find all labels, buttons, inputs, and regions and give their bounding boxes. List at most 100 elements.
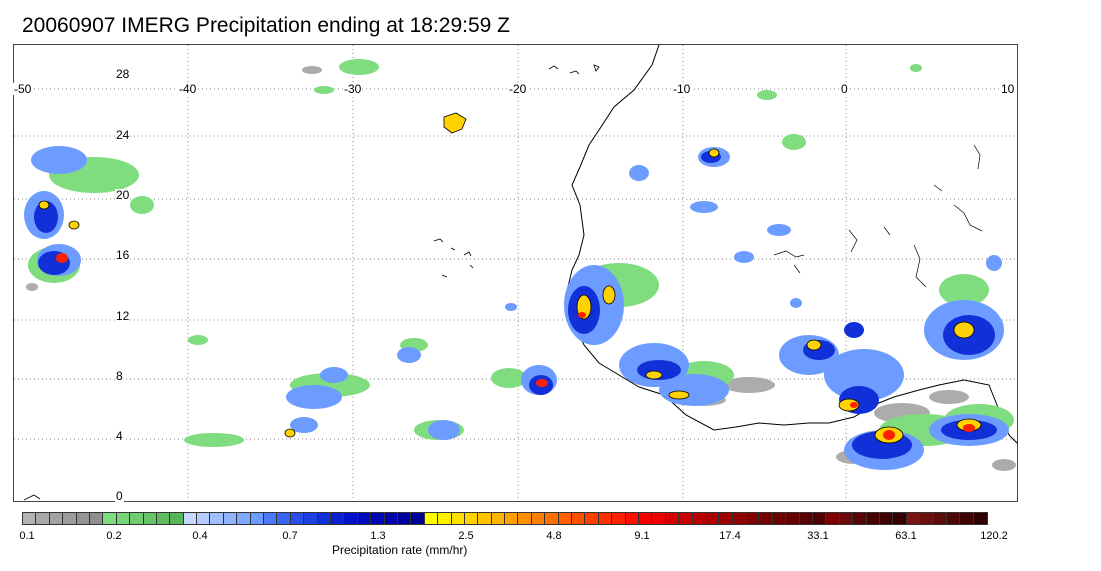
colorbar-swatch [397, 513, 412, 524]
colorbar-swatch [665, 513, 680, 524]
colorbar-swatch [384, 513, 398, 524]
colorbar-swatch [679, 513, 693, 524]
colorbar-swatch [103, 513, 117, 524]
colorbar-tick-9: 33.1 [807, 530, 829, 542]
colorbar-swatch [143, 513, 157, 524]
colorbar-tick-5: 2.5 [458, 530, 474, 542]
colorbar-swatch [290, 513, 305, 524]
lon-label-0: 0 [840, 82, 849, 96]
map-canvas [14, 45, 1017, 501]
colorbar-swatch [49, 513, 64, 524]
colorbar-swatch [545, 513, 559, 524]
colorbar-swatch [933, 513, 947, 524]
colorbar-swatch [880, 513, 894, 524]
colorbar-tick-10: 63.1 [895, 530, 917, 542]
colorbar-swatch [344, 513, 358, 524]
colorbar-swatch [317, 513, 331, 524]
colorbar-swatch [839, 513, 854, 524]
lon-label--10: -10 [672, 82, 692, 96]
colorbar-tick-4: 1.3 [370, 530, 386, 542]
colorbar-swatch [920, 513, 934, 524]
lon-label-10: 10 [1000, 82, 1016, 96]
colorbar-swatch [210, 513, 224, 524]
lat-label-0: 0 [115, 489, 124, 503]
lon-label--50: -50 [13, 82, 33, 96]
colorbar-swatch [973, 513, 988, 524]
colorbar-swatch [63, 513, 77, 524]
lat-label-4: 4 [115, 429, 124, 443]
colorbar-swatch [585, 513, 599, 524]
map-title: 20060907 IMERG Precipitation ending at 1… [22, 14, 510, 37]
colorbar-swatch [946, 513, 961, 524]
precip-blue [24, 146, 1009, 470]
colorbar-swatch [638, 513, 653, 524]
inland-borders [773, 144, 983, 288]
colorbar-swatch [612, 513, 626, 524]
colorbar-swatch [732, 513, 747, 524]
lat-label-20: 20 [115, 188, 131, 202]
colorbar-swatch [23, 513, 37, 524]
colorbar-swatch [652, 513, 666, 524]
colorbar-swatch [464, 513, 479, 524]
colorbar-swatch [424, 513, 439, 524]
colorbar-swatch [505, 513, 519, 524]
colorbar-swatch [719, 513, 733, 524]
colorbar-swatch [36, 513, 50, 524]
coast-islands [23, 64, 600, 501]
colorbar-swatch [438, 513, 452, 524]
colorbar-swatch [250, 513, 265, 524]
colorbar-swatch [893, 513, 907, 524]
colorbar-swatch [772, 513, 787, 524]
colorbar-swatch [371, 513, 385, 524]
colorbar-swatch [705, 513, 720, 524]
africa-coastline [565, 45, 1017, 444]
colorbar-swatch [411, 513, 425, 524]
colorbar-swatch [558, 513, 573, 524]
lat-label-16: 16 [115, 248, 131, 262]
colorbar-swatch [197, 513, 211, 524]
colorbar-tick-6: 4.8 [546, 530, 562, 542]
colorbar-swatch [746, 513, 760, 524]
colorbar-swatch [264, 513, 278, 524]
colorbar-swatch [116, 513, 131, 524]
lon-label--40: -40 [178, 82, 198, 96]
colorbar-swatch [866, 513, 880, 524]
colorbar-swatch [826, 513, 840, 524]
colorbar-tick-1: 0.2 [106, 530, 122, 542]
colorbar-swatch [491, 513, 506, 524]
precip-red [56, 253, 975, 440]
colorbar-swatch [598, 513, 613, 524]
lat-label-12: 12 [115, 309, 131, 323]
lon-label--30: -30 [343, 82, 363, 96]
colorbar-tick-11: 120.2 [980, 530, 1008, 542]
colorbar-swatch [277, 513, 291, 524]
lat-label-28: 28 [115, 67, 131, 81]
colorbar-swatch [330, 513, 345, 524]
colorbar-swatch [237, 513, 251, 524]
colorbar-swatch [531, 513, 546, 524]
colorbar-swatch [357, 513, 372, 524]
colorbar-tick-0: 0.1 [19, 530, 35, 542]
colorbar-tick-3: 0.7 [282, 530, 298, 542]
colorbar-swatch [76, 513, 90, 524]
colorbar-swatch [813, 513, 827, 524]
colorbar-swatch [518, 513, 532, 524]
colorbar-swatch [692, 513, 706, 524]
colorbar-swatch [853, 513, 867, 524]
colorbar-swatch [572, 513, 586, 524]
colorbar-tick-2: 0.4 [192, 530, 208, 542]
colorbar-swatch [786, 513, 800, 524]
colorbar-swatch [130, 513, 144, 524]
lon-label--20: -20 [508, 82, 528, 96]
graticule [14, 45, 1017, 501]
colorbar-swatch [759, 513, 773, 524]
colorbar-tick-7: 9.1 [634, 530, 650, 542]
colorbar-swatch [451, 513, 465, 524]
colorbar-tick-8: 17.4 [719, 530, 741, 542]
colorbar-swatch [960, 513, 974, 524]
colorbar-swatch [799, 513, 814, 524]
colorbar-swatch [89, 513, 104, 524]
precipitation-colorbar [22, 512, 989, 525]
lat-label-8: 8 [115, 369, 124, 383]
colorbar-swatch [478, 513, 492, 524]
